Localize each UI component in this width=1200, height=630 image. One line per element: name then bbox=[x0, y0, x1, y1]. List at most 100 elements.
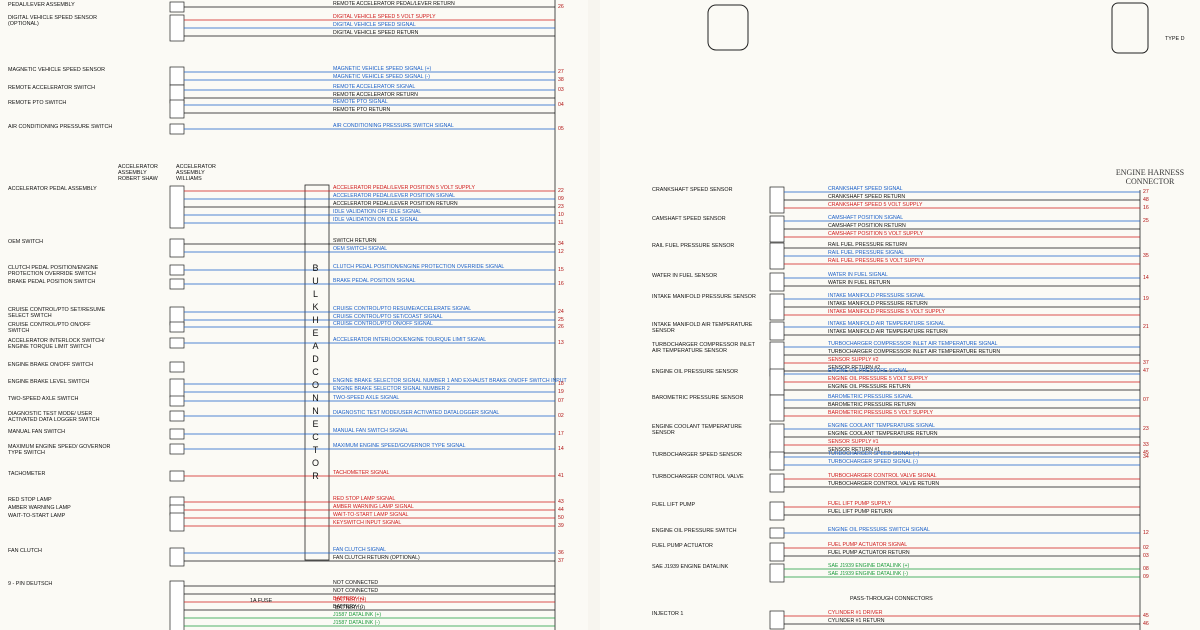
wire-label: CRANKSHAFT SPEED RETURN bbox=[828, 194, 906, 200]
component-label: FAN CLUTCH bbox=[8, 548, 42, 554]
component-label: ENGINE OIL PRESSURE SWITCH bbox=[652, 528, 737, 534]
component-label: INJECTOR 1 bbox=[652, 611, 684, 617]
pin-number: 26 bbox=[558, 324, 564, 330]
component-label: TURBOCHARGER CONTROL VALVE bbox=[652, 474, 744, 480]
wire-label: ACCELERATOR PEDAL/LEVER POSITION 5 VOLT … bbox=[333, 185, 475, 191]
component-symbol bbox=[169, 66, 185, 86]
component-symbol bbox=[169, 512, 185, 532]
component-label: ENGINE BRAKE LEVEL SWITCH bbox=[8, 379, 90, 385]
wire-label: MAGNETIC VEHICLE SPEED SIGNAL (-) bbox=[333, 74, 430, 80]
wire-label: REMOTE PTO RETURN bbox=[333, 107, 391, 113]
wire-label: RAIL FUEL PRESSURE SIGNAL bbox=[828, 250, 905, 256]
wire-label: CYLINDER #1 RETURN bbox=[828, 618, 885, 624]
wire-label: RAIL FUEL PRESSURE RETURN bbox=[828, 242, 907, 248]
pin-number: 41 bbox=[558, 473, 564, 479]
component-label: RED STOP LAMP bbox=[8, 497, 52, 503]
pin-number: 38 bbox=[558, 77, 564, 83]
component-label: CRUISE CONTROL/PTO ON/OFF SWITCH bbox=[8, 322, 91, 334]
wire-label: MAXIMUM ENGINE SPEED/GOVERNOR TYPE SIGNA… bbox=[333, 443, 466, 449]
component-symbol bbox=[169, 470, 185, 482]
wire-label: SENSOR SUPPLY #2 bbox=[828, 357, 879, 363]
wire-label: DIGITAL VEHICLE SPEED RETURN bbox=[333, 30, 419, 36]
wire-label: BRAKE PEDAL POSITION SIGNAL bbox=[333, 278, 416, 284]
component-label: RAIL FUEL PRESSURE SENSOR bbox=[652, 243, 735, 249]
component-symbol bbox=[169, 321, 185, 333]
wire-label: ENGINE OIL PRESSURE SIGNAL bbox=[828, 368, 908, 374]
wire-label: DIAGNOSTIC TEST MODE/USER ACTIVATED DATA… bbox=[333, 410, 500, 416]
component-label: CRANKSHAFT SPEED SENSOR bbox=[652, 187, 733, 193]
pin-number: 43 bbox=[558, 499, 564, 505]
component-symbol bbox=[169, 278, 185, 290]
pin-number: 09 bbox=[1143, 574, 1149, 580]
component-symbol bbox=[769, 368, 785, 396]
pin-number: 45 bbox=[1143, 450, 1149, 456]
component-symbol bbox=[169, 14, 185, 42]
component-symbol bbox=[769, 563, 785, 583]
wire-label: RAIL FUEL PRESSURE 5 VOLT SUPPLY bbox=[828, 258, 925, 264]
component-symbol bbox=[169, 337, 185, 349]
pin-number: 10 bbox=[558, 212, 564, 218]
wire-label: BAROMETRIC PRESSURE SIGNAL bbox=[828, 394, 914, 400]
pin-number: 12 bbox=[1143, 530, 1149, 536]
wire-label: AMBER WARNING LAMP SIGNAL bbox=[333, 504, 414, 510]
component-symbol bbox=[169, 185, 185, 229]
component-symbol bbox=[769, 394, 785, 422]
component-label: REMOTE PTO SWITCH bbox=[8, 100, 67, 106]
component-label: BRAKE PEDAL POSITION SWITCH bbox=[8, 279, 96, 285]
component-label: CLUTCH PEDAL POSITION/ENGINE PROTECTION … bbox=[8, 265, 99, 277]
component-label: ENGINE OIL PRESSURE SENSOR bbox=[652, 369, 739, 375]
wire-label: SENSOR SUPPLY #1 bbox=[828, 439, 879, 445]
type-label: TYPE D bbox=[1165, 36, 1185, 42]
wire-label: TURBOCHARGER CONTROL VALVE SIGNAL bbox=[828, 473, 937, 479]
component-label: ACCELERATOR INTERLOCK SWITCH/ ENGINE TOR… bbox=[8, 338, 105, 350]
pin-number: 03 bbox=[1143, 553, 1149, 559]
pin-number: 02 bbox=[558, 413, 564, 419]
component-symbol bbox=[769, 527, 785, 539]
bulkhead-label: BULKHEAD CONNECTOR bbox=[312, 263, 323, 481]
wire-label: CAMSHAFT POSITION SIGNAL bbox=[828, 215, 904, 221]
wire-label: NOT CONNECTED bbox=[333, 588, 379, 594]
wire-label: ENGINE COOLANT TEMPERATURE SIGNAL bbox=[828, 423, 935, 429]
wire-label: INTAKE MANIFOLD PRESSURE SIGNAL bbox=[828, 293, 926, 299]
pin-number: 05 bbox=[558, 126, 564, 132]
wire-label: ACCELERATOR PEDAL/LEVER POSITION SIGNAL bbox=[333, 193, 456, 199]
component-symbol bbox=[169, 99, 185, 119]
component-symbol bbox=[169, 123, 185, 135]
component-symbol bbox=[769, 242, 785, 270]
wire-label: ENGINE BRAKE SELECTOR SIGNAL NUMBER 1 AN… bbox=[333, 378, 567, 384]
pin-number: 36 bbox=[558, 550, 564, 556]
component-label: BAROMETRIC PRESSURE SENSOR bbox=[652, 395, 744, 401]
pin-number: 24 bbox=[558, 309, 564, 315]
wire-label: CRUISE CONTROL/PTO ON/OFF SIGNAL bbox=[333, 321, 433, 327]
component-label: MANUAL FAN SWITCH bbox=[8, 429, 66, 435]
pin-number: 37 bbox=[1143, 360, 1149, 366]
pin-number: 33 bbox=[1143, 442, 1149, 448]
pin-number: 19 bbox=[558, 389, 564, 395]
wire-label: FUEL LIFT PUMP SUPPLY bbox=[828, 501, 891, 507]
component-label: AMBER WARNING LAMP bbox=[8, 505, 71, 511]
pin-number: 37 bbox=[558, 558, 564, 564]
wire-label: DIGITAL VEHICLE SPEED SIGNAL bbox=[333, 22, 416, 28]
wire-label: CRUISE CONTROL/PTO SET/COAST SIGNAL bbox=[333, 314, 443, 320]
component-label: INTAKE MANIFOLD PRESSURE SENSOR bbox=[652, 294, 756, 300]
pin-number: 07 bbox=[1143, 397, 1149, 403]
bulkhead-connector bbox=[304, 184, 330, 561]
component-label: TWO-SPEED AXLE SWITCH bbox=[8, 396, 79, 402]
wire-label: FUEL PUMP ACTUATOR SIGNAL bbox=[828, 542, 908, 548]
wire-label: REMOTE PTO SIGNAL bbox=[333, 99, 388, 105]
pin-number: 07 bbox=[558, 398, 564, 404]
pin-number: 34 bbox=[558, 241, 564, 247]
wire-label: IDLE VALIDATION ON IDLE SIGNAL bbox=[333, 217, 419, 223]
component-label: TURBOCHARGER COMPRESSOR INLET AIR TEMPER… bbox=[652, 342, 755, 354]
wire-label: SAE J1939 ENGINE DATALINK (+) bbox=[828, 563, 910, 569]
pin-number: 09 bbox=[558, 196, 564, 202]
component-symbol bbox=[769, 501, 785, 521]
wire-label: FUEL LIFT PUMP RETURN bbox=[828, 509, 893, 515]
wire-label: INTAKE MANIFOLD AIR TEMPERATURE RETURN bbox=[828, 329, 948, 335]
wire-label: CRANKSHAFT SPEED SIGNAL bbox=[828, 186, 903, 192]
pin-number: 22 bbox=[558, 188, 564, 194]
connector-label: ENGINE HARNESS CONNECTOR bbox=[1115, 168, 1185, 186]
component-label: ACCELERATOR PEDAL ASSEMBLY bbox=[8, 186, 97, 192]
